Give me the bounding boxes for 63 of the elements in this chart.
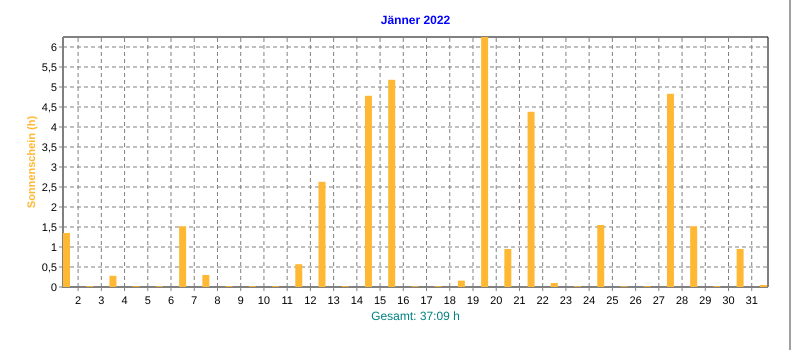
x-tick-label: 10	[258, 295, 270, 307]
x-tick-label: 14	[350, 295, 363, 307]
y-tick-label: 6	[50, 42, 57, 54]
x-tick-label: 31	[746, 295, 758, 307]
y-tick-label: 5,5	[42, 62, 57, 74]
bar	[202, 275, 210, 287]
x-tick-label: 13	[327, 295, 340, 307]
y-tick-label: 2	[50, 202, 57, 214]
x-axis-title: Gesamt: 37:09 h	[371, 309, 460, 323]
x-tick-label: 29	[699, 295, 712, 307]
y-tick-label: 0	[50, 282, 57, 294]
y-tick-label: 1,5	[42, 222, 57, 234]
bar	[666, 94, 674, 287]
y-tick-label: 4,5	[42, 102, 57, 114]
x-tick-label: 9	[238, 295, 244, 307]
x-tick-label: 25	[606, 295, 618, 307]
x-tick-label: 28	[676, 295, 688, 307]
bar	[528, 112, 535, 287]
x-tick-label: 6	[168, 295, 174, 307]
y-tick-label: 5	[50, 82, 57, 94]
x-tick-label: 20	[490, 295, 502, 307]
x-tick-label: 16	[397, 295, 410, 307]
x-tick-label: 18	[444, 295, 456, 307]
bar	[179, 226, 186, 287]
x-tick-label: 22	[536, 295, 549, 307]
bar	[550, 283, 558, 287]
y-tick-label: 2,5	[42, 182, 57, 194]
x-tick-label: 15	[374, 295, 386, 307]
bar	[481, 37, 488, 287]
bar	[597, 225, 604, 287]
y-tick-label: 3,5	[42, 142, 57, 154]
x-tick-label: 23	[560, 295, 572, 307]
y-axis-title: Sonnenschein (h)	[26, 116, 38, 208]
y-tick-label: 4	[50, 122, 57, 134]
bar	[109, 276, 116, 287]
x-tick-label: 3	[98, 295, 104, 307]
bar	[458, 280, 465, 287]
x-tick-label: 2	[75, 295, 82, 307]
bar	[388, 80, 396, 287]
x-tick-label: 26	[629, 295, 642, 307]
x-tick-label: 27	[652, 295, 665, 307]
y-tick-label: 1	[50, 242, 57, 254]
x-tick-label: 8	[214, 295, 221, 307]
bar	[690, 226, 698, 287]
x-tick-label: 7	[191, 295, 198, 307]
x-tick-label: 17	[420, 295, 433, 307]
bar	[736, 249, 744, 287]
y-tick-label: 3	[50, 162, 57, 174]
bar	[318, 182, 326, 287]
bar	[62, 233, 70, 287]
x-tick-label: 11	[281, 295, 293, 307]
x-tick-label: 21	[513, 295, 526, 307]
x-tick-label: 4	[121, 295, 128, 307]
x-tick-label: 12	[304, 295, 317, 307]
x-tick-label: 24	[583, 295, 596, 307]
x-tick-label: 30	[722, 295, 735, 307]
bar	[504, 249, 512, 287]
x-tick-label: 5	[144, 295, 151, 307]
x-tick-label: 19	[466, 295, 480, 307]
y-tick-label: 0,5	[42, 262, 57, 274]
bar	[364, 96, 372, 287]
chart-title: Jänner 2022	[380, 13, 451, 27]
bar	[295, 264, 302, 287]
